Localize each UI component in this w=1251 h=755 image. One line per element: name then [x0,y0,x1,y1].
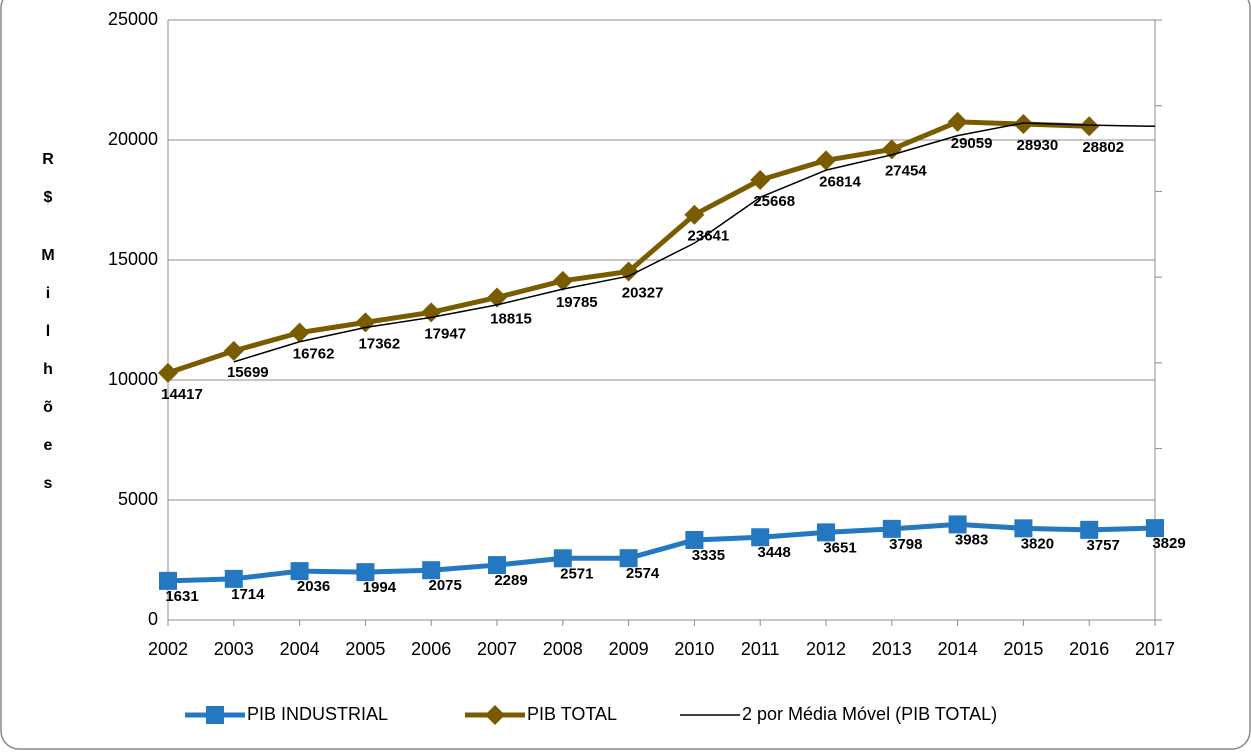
y-tick-label: 20000 [108,129,158,149]
x-tick-label: 2005 [345,639,385,659]
marker [488,556,506,575]
marker [750,169,771,190]
marker [1013,114,1034,135]
data-label: 2289 [494,572,527,589]
marker [290,562,309,581]
marker [224,569,243,588]
x-tick-label: 2017 [1135,639,1175,659]
legend-marker [206,706,224,724]
x-tick-label: 2012 [806,639,846,659]
marker [684,204,705,225]
data-label: 19785 [556,294,598,311]
marker [487,287,507,308]
marker [619,549,638,568]
data-label: 18815 [490,310,532,327]
marker [685,530,704,549]
y-tick-label: 5000 [118,489,158,509]
marker [552,270,573,291]
marker [159,571,177,590]
marker [223,340,244,361]
marker [751,528,770,547]
x-tick-label: 2002 [148,639,188,659]
data-label: 2036 [297,578,330,595]
marker [882,519,901,538]
series-line [167,521,1156,584]
x-tick-label: 2011 [741,639,780,659]
y-tick-label: 15000 [108,249,158,269]
x-tick-label: 2007 [477,639,517,659]
x-tick-label: 2008 [543,639,583,659]
x-tick-label: 2006 [411,639,451,659]
marker [1014,519,1033,538]
marker [1079,116,1100,137]
marker [421,302,442,323]
x-tick-label: 2010 [674,639,714,659]
marker [947,111,968,132]
marker [1146,519,1164,538]
data-label: 23641 [688,228,730,245]
marker [356,563,375,582]
x-tick-label: 2004 [280,639,320,659]
marker [816,150,836,171]
data-label: 3757 [1087,537,1120,554]
data-label: 3829 [1152,535,1185,552]
legend-label: PIB INDUSTRIAL [247,704,388,724]
data-label: 1631 [165,588,198,605]
data-label: 17362 [359,335,401,352]
data-label: 26814 [819,173,861,190]
x-tick-label: 2015 [1003,639,1043,659]
marker [158,362,178,383]
data-label: 20327 [622,285,664,302]
data-label: 3335 [692,547,725,564]
data-label: 17947 [424,325,466,342]
data-label: 3448 [758,544,791,561]
data-label: 27454 [885,162,927,179]
data-label: 16762 [293,346,335,363]
x-tick-label: 2014 [938,639,978,659]
y-tick-label: 25000 [108,9,158,29]
y-tick-label: 10000 [108,369,158,389]
x-tick-label: 2009 [609,639,649,659]
data-label: 3983 [955,531,988,548]
data-label: 2571 [560,565,593,582]
data-label: 3651 [823,539,856,556]
data-label: 2574 [626,565,660,582]
x-tick-label: 2003 [214,639,254,659]
marker [948,515,967,534]
marker [817,523,835,542]
marker [553,549,572,568]
data-label: 3798 [889,536,922,553]
y-tick-label: 0 [148,609,158,629]
legend-label: PIB TOTAL [527,704,617,724]
data-label: 28802 [1082,139,1124,156]
data-label: 15699 [227,364,269,381]
marker [289,322,310,343]
series-line [233,122,1156,363]
data-label: 2075 [429,577,462,594]
data-label: 1994 [363,579,397,596]
data-label: 29059 [951,135,993,152]
marker [1080,520,1099,539]
legend-label: 2 por Média Móvel (PIB TOTAL) [742,704,997,724]
data-label: 3820 [1021,535,1054,552]
x-tick-label: 2016 [1069,639,1109,659]
legend-marker [485,705,505,725]
data-label: 25668 [753,193,795,210]
data-label: 14417 [161,386,203,403]
data-label: 28930 [1017,137,1059,154]
x-tick-label: 2013 [872,639,912,659]
data-label: 1714 [231,586,265,603]
marker [422,561,441,580]
marker [881,139,902,160]
